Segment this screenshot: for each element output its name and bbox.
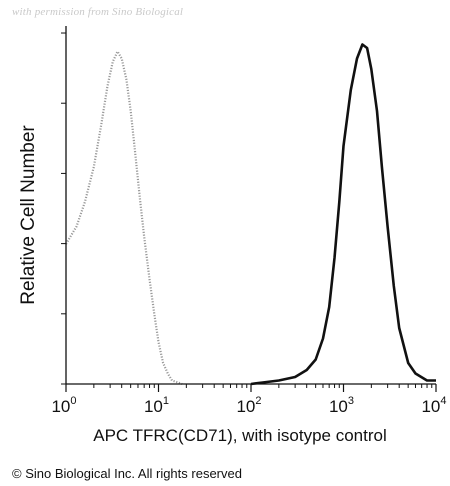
histogram-trace-stained <box>250 43 436 386</box>
x-tick-label: 100 <box>51 395 76 416</box>
x-axis-title: APC TFRC(CD71), with isotype control <box>93 426 387 445</box>
watermark: with permission from Sino Biological <box>12 6 184 18</box>
x-tick-label: 102 <box>236 395 261 416</box>
x-tick-label: 104 <box>421 395 446 416</box>
y-axis-title: Relative Cell Number <box>18 125 39 305</box>
x-tick-label: 101 <box>144 395 169 416</box>
histogram-trace-isotype-control <box>65 50 183 386</box>
copyright-notice: © Sino Biological Inc. All rights reserv… <box>12 466 242 481</box>
x-tick-label: 103 <box>329 395 354 416</box>
